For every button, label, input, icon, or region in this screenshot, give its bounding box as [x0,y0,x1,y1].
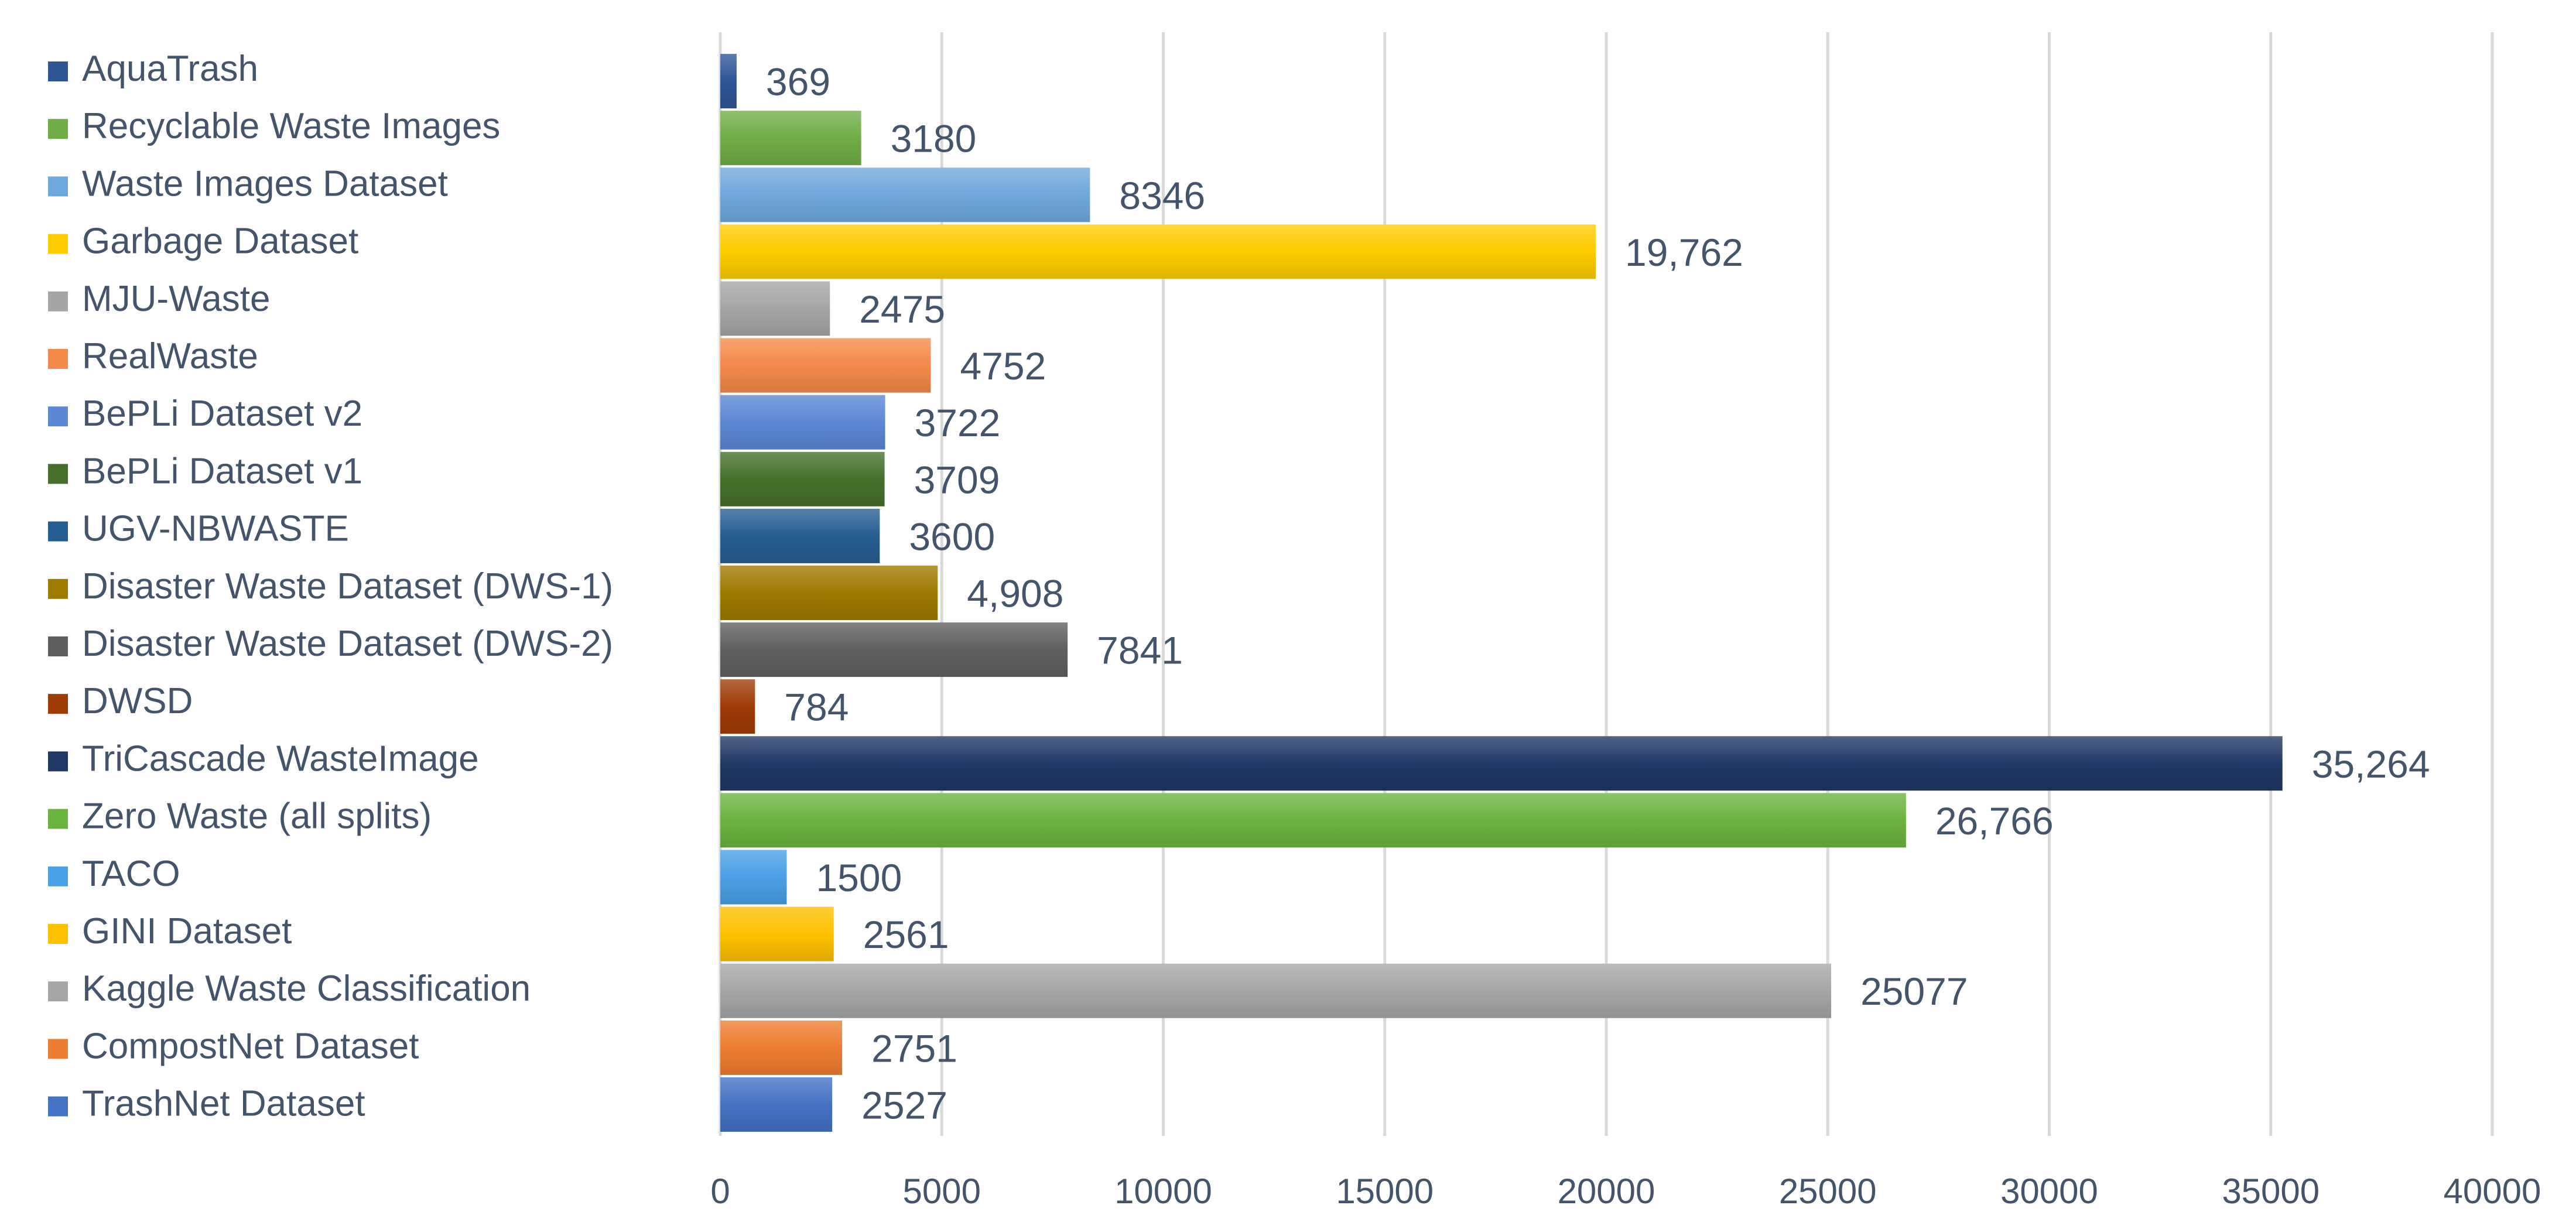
legend-swatch-compostnet-dataset [48,1039,68,1059]
legend-label-zero-waste-all-splits: Zero Waste (all splits) [82,796,432,837]
bars [720,54,2283,1132]
legend-swatch-aquatrash [48,61,68,81]
legend-label-compostnet-dataset: CompostNet Dataset [82,1026,419,1066]
x-tick-label: 25000 [1779,1172,1877,1211]
bar-kaggle-waste-classification [720,963,1832,1018]
legend-label-bepli-dataset-v2: BePLi Dataset v2 [82,393,362,434]
data-label-trashnet-dataset: 2527 [861,1083,947,1127]
legend-swatch-ugv-nbwaste [48,521,68,542]
bar-ugv-nbwaste [720,508,880,563]
x-tick-label: 20000 [1558,1172,1655,1211]
legend-swatch-mju-waste [48,291,68,311]
bar-zero-waste-all-splits [720,793,1906,848]
x-tick-label: 5000 [903,1172,981,1211]
legend: AquaTrash Recyclable Waste Images Waste Im… [48,49,613,1124]
legend-label-trashnet-dataset: TrashNet Dataset [82,1084,365,1124]
bar-aquatrash [720,54,737,109]
legend-swatch-kaggle-waste-classification [48,981,68,1002]
bar-recyclable-waste-images [720,111,861,166]
bar-compostnet-dataset [720,1020,843,1075]
legend-label-dwsd: DWSD [82,681,193,721]
legend-label-disaster-waste-dataset-dws-2: Disaster Waste Dataset (DWS-2) [82,624,613,664]
legend-label-mju-waste: MJU-Waste [82,279,270,319]
x-tick-label: 30000 [2000,1172,2098,1211]
bar-realwaste [720,338,931,393]
legend-label-garbage-dataset: Garbage Dataset [82,221,358,262]
x-axis-ticks: 0 5000 10000 15000 20000 25000 30000 35000 40000 [710,1172,2541,1211]
legend-label-tricascade-wasteimage: TriCascade WasteImage [82,738,479,779]
data-label-garbage-dataset: 19,762 [1625,231,1743,274]
data-label-dwsd: 784 [784,686,849,729]
data-label-bepli-dataset-v2: 3722 [915,401,1001,444]
data-label-bepli-dataset-v1: 3709 [914,458,1000,501]
data-label-tricascade-wasteimage: 35,264 [2312,742,2430,786]
legend-label-waste-images-dataset: Waste Images Dataset [82,163,448,204]
legend-swatch-garbage-dataset [48,234,68,254]
bar-waste-images-dataset [720,167,1090,222]
bar-gini-dataset [720,906,834,961]
bar-mju-waste [720,281,830,336]
data-label-ugv-nbwaste: 3600 [909,515,995,558]
legend-label-kaggle-waste-classification: Kaggle Waste Classification [82,968,531,1009]
x-tick-label: 10000 [1114,1172,1212,1211]
legend-label-disaster-waste-dataset-dws-1: Disaster Waste Dataset (DWS-1) [82,566,613,607]
bar-trashnet-dataset [720,1077,833,1132]
legend-label-bepli-dataset-v1: BePLi Dataset v1 [82,451,362,491]
bar-bepli-dataset-v2 [720,395,885,450]
data-label-taco: 1500 [816,856,902,899]
legend-label-realwaste: RealWaste [82,336,258,376]
data-label-gini-dataset: 2561 [863,913,949,956]
legend-label-taco: TACO [82,854,180,894]
legend-label-gini-dataset: GINI Dataset [82,911,292,951]
bar-bepli-dataset-v1 [720,451,885,506]
x-tick-label: 15000 [1336,1172,1434,1211]
bar-dwsd [720,679,755,734]
legend-swatch-taco [48,866,68,886]
data-label-disaster-waste-dataset-dws-2: 7841 [1097,629,1183,672]
legend-swatch-gini-dataset [48,924,68,944]
data-label-kaggle-waste-classification: 25077 [1860,970,1968,1013]
legend-label-recyclable-waste-images: Recyclable Waste Images [82,106,500,146]
legend-swatch-recyclable-waste-images [48,119,68,139]
bar-garbage-dataset [720,224,1596,279]
x-tick-label: 0 [710,1172,730,1211]
data-label-aquatrash: 369 [766,60,830,104]
data-label-realwaste: 4752 [960,344,1046,388]
data-label-compostnet-dataset: 2751 [871,1026,957,1070]
bar-taco [720,850,787,905]
x-tick-label: 35000 [2222,1172,2320,1211]
legend-swatch-realwaste [48,349,68,369]
data-label-waste-images-dataset: 8346 [1119,174,1205,217]
data-labels: 369 3180 8346 19,762 2475 4752 3722 3709 3600 4,9… [766,60,2430,1127]
bar-disaster-waste-dataset-dws-1 [720,566,938,620]
legend-label-aquatrash: AquaTrash [82,49,258,89]
legend-swatch-tricascade-wasteimage [48,751,68,772]
data-label-disaster-waste-dataset-dws-1: 4,908 [967,572,1063,615]
x-tick-label: 40000 [2444,1172,2541,1211]
data-label-zero-waste-all-splits: 26,766 [1935,799,2054,843]
legend-swatch-disaster-waste-dataset-dws-1 [48,578,68,599]
bar-disaster-waste-dataset-dws-2 [720,622,1068,677]
legend-swatch-dwsd [48,694,68,714]
legend-swatch-trashnet-dataset [48,1096,68,1117]
legend-label-ugv-nbwaste: UGV-NBWASTE [82,509,349,549]
legend-swatch-bepli-dataset-v2 [48,406,68,427]
data-label-recyclable-waste-images: 3180 [891,117,977,160]
legend-swatch-waste-images-dataset [48,176,68,197]
legend-swatch-disaster-waste-dataset-dws-2 [48,636,68,656]
data-label-mju-waste: 2475 [859,287,945,331]
bar-tricascade-wasteimage [720,736,2283,791]
legend-swatch-zero-waste-all-splits [48,809,68,829]
legend-swatch-bepli-dataset-v1 [48,464,68,484]
